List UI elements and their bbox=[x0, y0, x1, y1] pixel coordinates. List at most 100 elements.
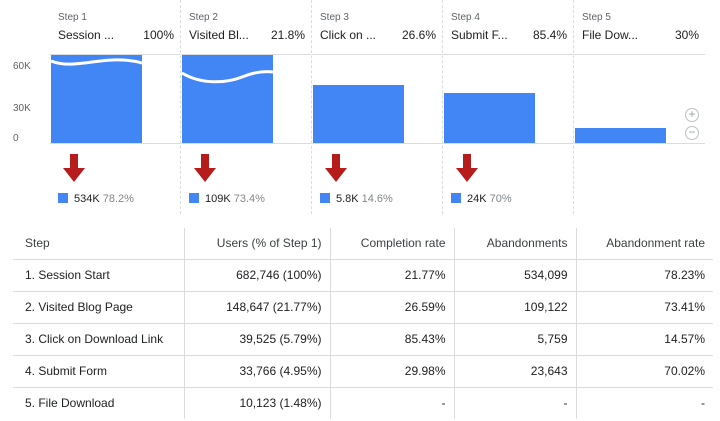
dropoff-value: 24K bbox=[467, 193, 487, 205]
step-header: Step 5 File Dow... 30% bbox=[574, 0, 705, 55]
bar-area bbox=[50, 55, 180, 144]
step-header: Step 4 Submit F... 85.4% bbox=[443, 0, 573, 55]
wave-overlay bbox=[182, 70, 273, 84]
cell-abandonment-rate: 78.23% bbox=[575, 259, 713, 292]
bar-area bbox=[312, 56, 442, 144]
legend-swatch bbox=[451, 193, 461, 203]
legend-swatch bbox=[320, 193, 330, 203]
step-header: Step 2 Visited Bl... 21.8% bbox=[181, 0, 311, 55]
table-row: 1. Session Start 682,746 (100%) 21.77% 5… bbox=[13, 259, 713, 292]
bar-area bbox=[574, 56, 705, 144]
step-percent: 100% bbox=[143, 28, 174, 42]
cell-completion-rate: 85.43% bbox=[329, 323, 454, 356]
dropoff-percent: 14.6% bbox=[361, 193, 393, 205]
dropoff-value: 5.8K bbox=[336, 193, 359, 205]
zoom-in-icon[interactable]: + bbox=[685, 108, 699, 122]
y-axis-label: 30K bbox=[13, 103, 31, 114]
step-name: Submit F... bbox=[451, 28, 508, 42]
dropoff-legend: 109K 73.4% bbox=[189, 193, 265, 205]
dropoff-percent: 78.2% bbox=[102, 193, 134, 205]
step-number: Step 4 bbox=[451, 12, 480, 23]
legend-swatch bbox=[189, 193, 199, 203]
column-header-completion-rate[interactable]: Completion rate bbox=[329, 228, 454, 260]
column-header-abandonments[interactable]: Abandonments bbox=[453, 228, 576, 260]
funnel-bar[interactable] bbox=[575, 128, 666, 143]
bar-area bbox=[443, 56, 573, 144]
funnel-step-5[interactable]: Step 5 File Dow... 30% bbox=[574, 0, 705, 214]
funnel-step-2[interactable]: Step 2 Visited Bl... 21.8% 109K 73.4% bbox=[181, 0, 312, 214]
dropoff-legend: 534K 78.2% bbox=[58, 193, 134, 205]
legend-swatch bbox=[58, 193, 68, 203]
cell-step: 4. Submit Form bbox=[13, 355, 184, 388]
wave-overlay bbox=[51, 58, 142, 66]
cell-completion-rate: 26.59% bbox=[329, 291, 454, 324]
down-arrow-icon bbox=[325, 154, 347, 182]
funnel-step-1[interactable]: Step 1 Session ... 100% 534K 78.2% bbox=[50, 0, 181, 214]
funnel-bar[interactable] bbox=[444, 93, 535, 143]
cell-abandonment-rate: 70.02% bbox=[575, 355, 713, 388]
zoom-out-icon[interactable]: − bbox=[685, 126, 699, 140]
step-name: Visited Bl... bbox=[189, 28, 249, 42]
step-number: Step 2 bbox=[189, 12, 218, 23]
cell-abandonment-rate: - bbox=[575, 387, 713, 419]
dropoff-value: 109K bbox=[205, 193, 231, 205]
step-header: Step 1 Session ... 100% bbox=[50, 0, 180, 55]
step-header: Step 3 Click on ... 26.6% bbox=[312, 0, 442, 55]
down-arrow-icon bbox=[63, 154, 85, 182]
funnel-bar[interactable] bbox=[182, 55, 273, 143]
cell-abandonments: - bbox=[453, 387, 576, 419]
cell-step: 5. File Download bbox=[25, 396, 115, 411]
table-header-row: Step Users (% of Step 1) Completion rate… bbox=[13, 228, 713, 260]
table-row: 3. Click on Download Link 39,525 (5.79%)… bbox=[13, 323, 713, 356]
table-row: 5. File Download 10,123 (1.48%) - - - bbox=[13, 387, 713, 419]
cell-users: 148,647 (21.77%) bbox=[183, 291, 330, 324]
funnel-step-3[interactable]: Step 3 Click on ... 26.6% 5.8K 14.6% bbox=[312, 0, 443, 214]
step-percent: 26.6% bbox=[401, 28, 436, 42]
cell-abandonment-rate: 73.41% bbox=[575, 291, 713, 324]
cell-users: 33,766 (4.95%) bbox=[183, 355, 330, 388]
cell-completion-rate: 29.98% bbox=[329, 355, 454, 388]
down-arrow-icon bbox=[456, 154, 478, 182]
step-name: Session ... bbox=[58, 28, 115, 42]
dropoff-value: 534K bbox=[74, 193, 100, 205]
step-number: Step 5 bbox=[582, 12, 611, 23]
dropoff-percent: 70% bbox=[489, 193, 512, 205]
step-number: Step 1 bbox=[58, 12, 87, 23]
table-row: 4. Submit Form 33,766 (4.95%) 29.98% 23,… bbox=[13, 355, 713, 388]
column-header-users[interactable]: Users (% of Step 1) bbox=[183, 228, 330, 260]
step-name: File Dow... bbox=[582, 28, 639, 42]
cell-step: 1. Session Start bbox=[13, 259, 184, 292]
funnel-bar[interactable] bbox=[51, 55, 142, 143]
cell-completion-rate: 21.77% bbox=[329, 259, 454, 292]
dropoff-legend: 24K 70% bbox=[451, 193, 512, 205]
step-number: Step 3 bbox=[320, 12, 349, 23]
step-name: Click on ... bbox=[320, 28, 377, 42]
cell-step: 2. Visited Blog Page bbox=[13, 291, 184, 324]
table-row: 2. Visited Blog Page 148,647 (21.77%) 26… bbox=[13, 291, 713, 324]
funnel-bar[interactable] bbox=[313, 85, 404, 143]
cell-users: 10,123 (1.48%) bbox=[183, 387, 330, 419]
steps-table: Step Users (% of Step 1) Completion rate… bbox=[13, 228, 713, 419]
step-percent: 85.4% bbox=[532, 28, 567, 42]
step-percent: 21.8% bbox=[270, 28, 305, 42]
bar-area bbox=[181, 55, 311, 144]
cell-users: 682,746 (100%) bbox=[183, 259, 330, 292]
dropoff-percent: 73.4% bbox=[233, 193, 265, 205]
cell-abandonments: 5,759 bbox=[453, 323, 576, 356]
cell-step: 3. Click on Download Link bbox=[13, 323, 184, 356]
cell-users: 39,525 (5.79%) bbox=[183, 323, 330, 356]
step-percent: 30% bbox=[674, 28, 699, 42]
column-header-abandonment-rate[interactable]: Abandonment rate bbox=[575, 228, 713, 260]
funnel-step-4[interactable]: Step 4 Submit F... 85.4% 24K 70% bbox=[443, 0, 574, 214]
funnel-chart: 60K 30K 0 Step 1 Session ... 100% 534K 78… bbox=[13, 0, 705, 214]
y-axis-label: 60K bbox=[13, 61, 31, 72]
cell-abandonments: 23,643 bbox=[453, 355, 576, 388]
down-arrow-icon bbox=[194, 154, 216, 182]
column-header-step[interactable]: Step bbox=[13, 228, 184, 260]
dropoff-legend: 5.8K 14.6% bbox=[320, 193, 393, 205]
cell-abandonments: 109,122 bbox=[453, 291, 576, 324]
y-axis-label: 0 bbox=[13, 133, 19, 144]
cell-abandonments: 534,099 bbox=[453, 259, 576, 292]
cell-abandonment-rate: 14.57% bbox=[575, 323, 713, 356]
cell-completion-rate: - bbox=[329, 387, 454, 419]
